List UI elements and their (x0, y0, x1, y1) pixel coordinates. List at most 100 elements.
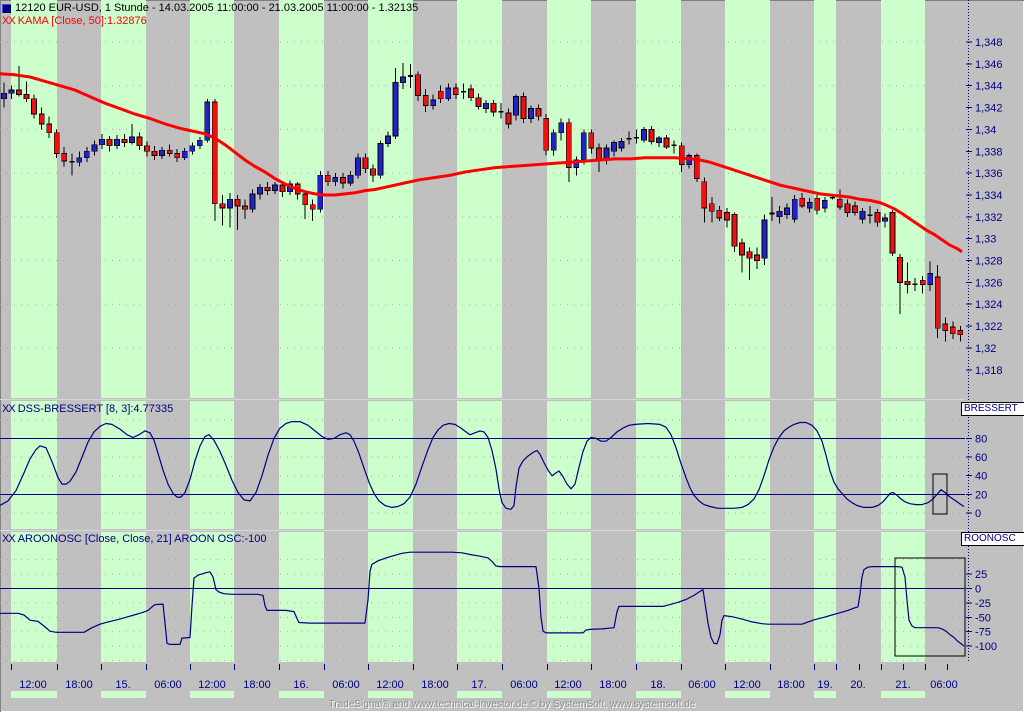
candle-body (377, 143, 384, 176)
candle-body (166, 149, 173, 154)
price-axis-label: 1,34 (975, 124, 996, 136)
time-axis-label: 06:00 (154, 679, 182, 691)
candle-body (716, 209, 723, 219)
candle-body (69, 161, 75, 163)
candle-body (761, 219, 768, 259)
candle-body (211, 101, 218, 205)
price-axis-label: 1,324 (975, 299, 1003, 311)
candle-body (106, 138, 113, 147)
osc-axis-label: 0 (975, 584, 981, 596)
session-stripe (457, 0, 502, 398)
session-stripe (190, 401, 234, 529)
time-axis-label: 18. (650, 679, 665, 691)
candle-body (272, 184, 278, 191)
candle-body (656, 137, 663, 143)
chart-title: 12120 EUR-USD, 1 Stunde - 14.03.2005 11:… (15, 2, 419, 14)
session-stripe (101, 0, 146, 398)
candle-body (754, 254, 760, 261)
session-stripe (279, 691, 324, 698)
candle-body (520, 96, 527, 119)
candle-body (498, 110, 504, 113)
session-stripe (457, 691, 502, 698)
candle-body (678, 145, 685, 165)
selection-rect-aroon[interactable] (894, 557, 966, 657)
time-axis-label: 12:00 (376, 679, 404, 691)
aroon-indicator-label[interactable]: XX AROONOSC [Close, Close, 21] AROON OSC:… (2, 533, 267, 545)
candle-body (874, 212, 881, 223)
candle-body (505, 112, 512, 125)
candle-body (844, 203, 851, 213)
session-stripe (190, 532, 234, 662)
candle-body (565, 122, 572, 169)
candle-body (467, 88, 474, 99)
price-axis-label: 1,322 (975, 321, 1003, 333)
session-stripe (881, 532, 925, 662)
candle-body (324, 174, 331, 183)
candle-body (731, 214, 738, 247)
price-axis-label: 1,328 (975, 256, 1003, 268)
dss-indicator-label[interactable]: XX DSS-BRESSERT [8, 3]:4.77335 (2, 403, 173, 415)
session-stripe (814, 532, 836, 662)
candle-body (641, 128, 647, 141)
candle-body (912, 283, 918, 285)
session-stripe (725, 0, 770, 398)
candle-body (430, 99, 437, 106)
candle-body (791, 198, 798, 220)
candle-body (513, 96, 519, 116)
candle-body (339, 177, 346, 184)
candle-body (362, 157, 369, 170)
candle-body (490, 102, 497, 113)
candle-body (257, 186, 263, 195)
candle-body (61, 153, 68, 162)
candle-body (347, 174, 354, 184)
candle-body (234, 198, 241, 207)
candle-body (934, 276, 941, 329)
candle-body (648, 128, 655, 142)
selection-rect-dss[interactable] (932, 473, 948, 515)
candle-body (769, 212, 775, 215)
chart-window-icon (2, 3, 11, 13)
price-axis-label: 1,326 (975, 277, 1003, 289)
session-stripe (279, 0, 324, 398)
candle-body (370, 168, 376, 176)
candle-body (784, 207, 791, 216)
candle-body (309, 204, 316, 210)
osc-axis-label: 40 (975, 471, 987, 483)
candle-body (573, 159, 580, 169)
candle-body (196, 139, 203, 147)
candle-body (144, 145, 150, 152)
session-stripe (368, 401, 413, 529)
tab-aroon-osc[interactable]: ROONOSC (961, 532, 1024, 546)
candle-body (8, 89, 15, 94)
session-stripe (636, 401, 681, 529)
candle-body (626, 138, 632, 140)
aroon-line (0, 551, 965, 647)
candle-body (558, 122, 565, 134)
session-stripe (11, 532, 57, 662)
time-axis-label: 19. (817, 679, 832, 691)
candle-body (867, 214, 873, 217)
candle-body (942, 323, 949, 331)
candle-body (739, 242, 745, 256)
candle-body (332, 177, 339, 183)
price-axis-label: 1,348 (975, 37, 1003, 49)
time-axis-label: 18:00 (65, 679, 93, 691)
session-stripe (190, 691, 234, 698)
candle-body (31, 98, 38, 115)
candle-body (611, 142, 617, 152)
tab-dss-bressert[interactable]: BRESSERT (961, 402, 1024, 416)
session-stripe (457, 532, 502, 662)
time-axis-label: 06:00 (688, 679, 716, 691)
price-axis-label: 1,332 (975, 212, 1003, 224)
candle-body (437, 90, 444, 100)
session-stripe (547, 691, 591, 698)
price-axis-label: 1,346 (975, 59, 1003, 71)
time-axis-label: 16. (293, 679, 308, 691)
candle-body (821, 200, 828, 209)
time-axis-label: 06:00 (332, 679, 360, 691)
candle-body (957, 330, 964, 336)
session-stripe (11, 0, 57, 398)
time-axis-label: 12:00 (19, 679, 47, 691)
kama-indicator-label[interactable]: XX KAMA [Close, 50]:1.32876 (2, 15, 147, 27)
